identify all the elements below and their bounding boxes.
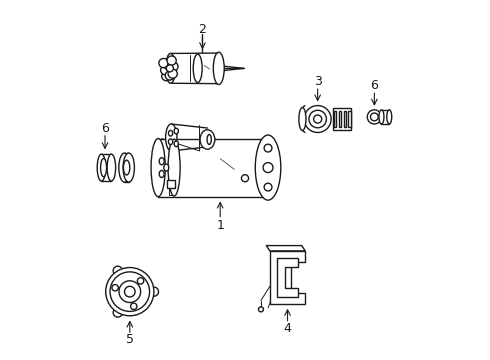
Ellipse shape xyxy=(255,135,281,200)
Circle shape xyxy=(113,308,122,317)
Ellipse shape xyxy=(123,160,130,175)
Circle shape xyxy=(370,113,378,121)
Text: 4: 4 xyxy=(284,321,292,335)
Circle shape xyxy=(309,110,326,128)
Ellipse shape xyxy=(379,110,384,124)
Polygon shape xyxy=(277,258,298,297)
Ellipse shape xyxy=(123,153,134,182)
Circle shape xyxy=(263,163,273,172)
Ellipse shape xyxy=(174,128,178,134)
Ellipse shape xyxy=(164,164,169,171)
Polygon shape xyxy=(266,246,305,251)
Circle shape xyxy=(264,183,272,191)
Text: 1: 1 xyxy=(216,219,224,231)
Ellipse shape xyxy=(213,52,224,85)
Circle shape xyxy=(368,110,381,124)
Ellipse shape xyxy=(166,124,177,151)
Circle shape xyxy=(242,175,248,182)
Circle shape xyxy=(113,266,122,275)
Text: 3: 3 xyxy=(314,75,321,88)
Polygon shape xyxy=(333,108,351,130)
Ellipse shape xyxy=(169,139,172,145)
Circle shape xyxy=(168,69,177,78)
Circle shape xyxy=(106,267,154,316)
Circle shape xyxy=(304,105,331,132)
Polygon shape xyxy=(270,251,305,304)
Polygon shape xyxy=(334,111,336,127)
Polygon shape xyxy=(348,111,351,127)
Circle shape xyxy=(264,144,272,152)
Circle shape xyxy=(159,58,168,68)
Polygon shape xyxy=(343,111,345,127)
Circle shape xyxy=(162,72,171,81)
Ellipse shape xyxy=(169,130,172,136)
Text: 6: 6 xyxy=(370,79,378,92)
Circle shape xyxy=(161,66,170,75)
Circle shape xyxy=(110,272,149,311)
Circle shape xyxy=(149,287,159,296)
Circle shape xyxy=(167,56,176,65)
Ellipse shape xyxy=(168,139,180,196)
Polygon shape xyxy=(339,111,341,127)
Polygon shape xyxy=(167,180,175,188)
Circle shape xyxy=(124,286,135,297)
Ellipse shape xyxy=(200,130,215,149)
Text: 6: 6 xyxy=(101,122,109,135)
Circle shape xyxy=(130,303,137,310)
Ellipse shape xyxy=(207,135,211,144)
Circle shape xyxy=(164,60,172,69)
Circle shape xyxy=(137,278,144,284)
Circle shape xyxy=(165,71,174,80)
Ellipse shape xyxy=(100,158,106,177)
Text: 5: 5 xyxy=(126,333,134,346)
Ellipse shape xyxy=(387,110,392,124)
Ellipse shape xyxy=(119,153,130,182)
Ellipse shape xyxy=(151,139,165,197)
Text: 2: 2 xyxy=(198,23,206,36)
Ellipse shape xyxy=(174,141,178,147)
Circle shape xyxy=(258,307,264,312)
Circle shape xyxy=(119,281,141,302)
Ellipse shape xyxy=(299,108,306,130)
Circle shape xyxy=(166,65,173,72)
Ellipse shape xyxy=(166,54,175,83)
Ellipse shape xyxy=(159,158,164,165)
Ellipse shape xyxy=(97,154,106,181)
Circle shape xyxy=(169,62,178,71)
Ellipse shape xyxy=(159,170,164,177)
Ellipse shape xyxy=(193,54,202,82)
Circle shape xyxy=(112,284,118,291)
Ellipse shape xyxy=(107,154,116,181)
Circle shape xyxy=(314,115,322,123)
